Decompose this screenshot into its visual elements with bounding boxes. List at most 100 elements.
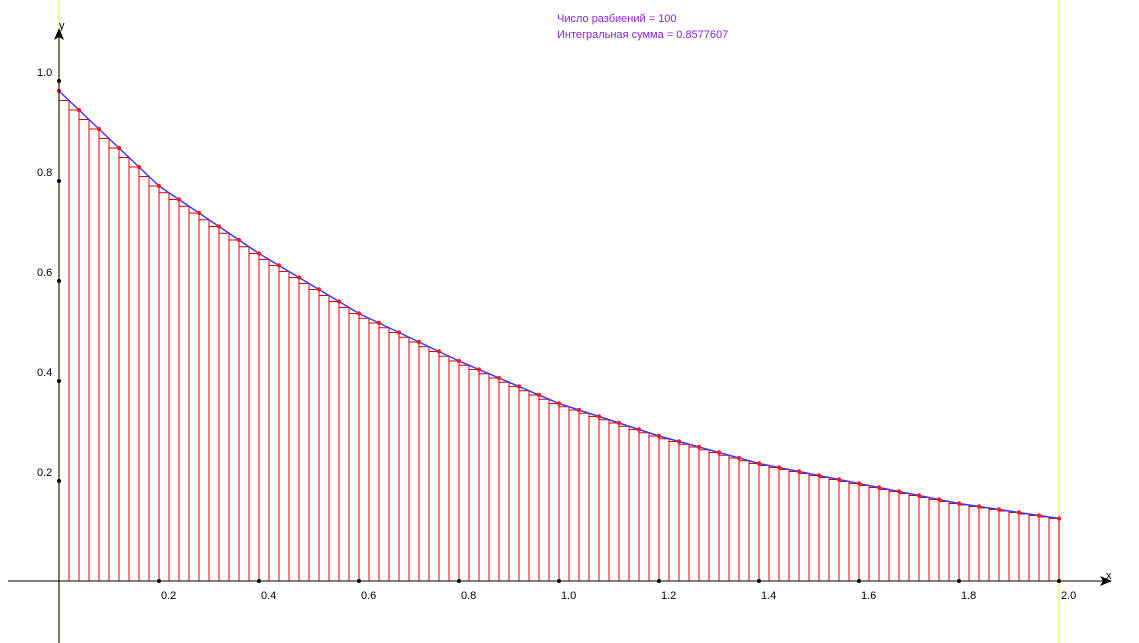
- x-tick-label: 1.8: [961, 590, 976, 602]
- x-tick-label: 1.6: [861, 590, 876, 602]
- curve-point: [156, 183, 162, 189]
- curve-point: [216, 224, 222, 229]
- riemann-rect: [758, 465, 770, 582]
- riemann-rect: [348, 313, 360, 582]
- riemann-rect: [288, 277, 300, 582]
- y-axis-label: y: [59, 20, 65, 32]
- riemann-rect: [988, 509, 1000, 582]
- riemann-rect: [998, 510, 1010, 582]
- curve-point: [136, 164, 142, 170]
- curve-point: [776, 465, 782, 470]
- riemann-rect: [788, 471, 800, 582]
- riemann-rect: [468, 369, 480, 582]
- curve-point: [376, 320, 382, 326]
- y-tick-label: 0.2: [37, 467, 52, 479]
- x-ticks: 0.2 0.4 0.6 0.8 1.0 1.2 1.4 1.6 1.8 2.0: [157, 579, 1076, 602]
- riemann-rect: [268, 265, 280, 582]
- riemann-rect: [798, 473, 810, 582]
- curve-point: [436, 349, 442, 354]
- x-tick-label: 0.2: [161, 590, 176, 602]
- curve-point: [916, 493, 922, 498]
- y-tick-mark: [57, 179, 61, 183]
- riemann-rect: [648, 435, 660, 582]
- curve-point: [576, 407, 582, 413]
- x-axis-arrow: [1100, 576, 1112, 586]
- riemann-rect: [378, 327, 390, 582]
- riemann-rect: [248, 253, 260, 582]
- riemann-rect: [728, 457, 740, 582]
- x-tick-label: 0.8: [461, 590, 476, 602]
- riemann-rect: [298, 283, 310, 582]
- curve-point: [616, 420, 622, 426]
- riemann-rect: [158, 192, 170, 582]
- x-tick-mark: [557, 579, 561, 583]
- curve-point: [396, 330, 402, 335]
- curve-point: [636, 427, 642, 432]
- x-tick-mark: [357, 579, 361, 583]
- curve-point: [496, 375, 502, 381]
- riemann-rect: [518, 390, 530, 582]
- riemann-rect: [688, 446, 700, 582]
- riemann-rect: [708, 452, 720, 582]
- x-tick-mark: [757, 579, 761, 583]
- riemann-rect: [308, 289, 320, 582]
- riemann-rect: [278, 271, 290, 582]
- riemann-rect: [198, 219, 210, 582]
- riemann-rect: [498, 381, 510, 582]
- curve-point: [816, 473, 822, 478]
- riemann-rect: [838, 481, 850, 582]
- riemann-rect: [388, 332, 400, 582]
- riemann-rect: [88, 128, 100, 582]
- riemann-rect: [228, 239, 240, 582]
- riemann-rect: [408, 341, 420, 582]
- riemann-rect: [748, 463, 760, 582]
- riemann-rect: [718, 454, 730, 582]
- x-tick-mark: [457, 579, 461, 583]
- riemann-rect: [888, 491, 900, 582]
- curve-point: [996, 507, 1002, 512]
- riemann-rect: [1008, 512, 1020, 582]
- x-tick-label: 0.4: [261, 590, 276, 602]
- riemann-rect: [928, 499, 940, 582]
- x-tick-label: 0.6: [361, 590, 376, 602]
- riemann-rect: [188, 212, 200, 582]
- riemann-rect: [508, 386, 520, 582]
- y-tick-label: 0.6: [37, 267, 52, 279]
- curve-point: [256, 251, 262, 256]
- y-tick-mark: [57, 379, 61, 383]
- curve-point: [176, 197, 182, 202]
- curve-point: [796, 469, 802, 474]
- x-axis-label: x: [1106, 570, 1112, 582]
- y-axis-arrow: [54, 28, 64, 40]
- x-tick-mark: [657, 579, 661, 583]
- curve-point: [276, 263, 282, 268]
- curve-point: [516, 384, 522, 389]
- riemann-rect: [358, 317, 370, 582]
- riemann-rect: [738, 460, 750, 582]
- curve-point: [96, 126, 102, 132]
- x-tick-label: 1.4: [761, 590, 776, 602]
- riemann-rect: [368, 322, 380, 582]
- curve-point: [736, 455, 742, 461]
- y-tick-mark: [57, 79, 61, 83]
- riemann-rect: [218, 232, 230, 582]
- riemann-rect: [658, 438, 670, 582]
- riemann-rect: [148, 185, 160, 582]
- riemann-rect: [958, 504, 970, 582]
- curve-point: [976, 504, 982, 509]
- riemann-rect: [328, 301, 340, 582]
- riemann-rect: [438, 355, 450, 582]
- curve-point: [936, 497, 942, 502]
- riemann-rect: [448, 360, 460, 582]
- curve-point: [836, 477, 842, 482]
- x-tick-mark: [857, 579, 861, 583]
- riemann-rect: [78, 119, 90, 582]
- riemann-rect: [588, 416, 600, 582]
- curve-point: [676, 439, 682, 444]
- curve-point: [196, 210, 202, 216]
- riemann-rect: [1028, 515, 1040, 582]
- curve-point: [296, 275, 302, 280]
- riemann-rect: [58, 100, 70, 582]
- riemann-rect: [778, 469, 790, 582]
